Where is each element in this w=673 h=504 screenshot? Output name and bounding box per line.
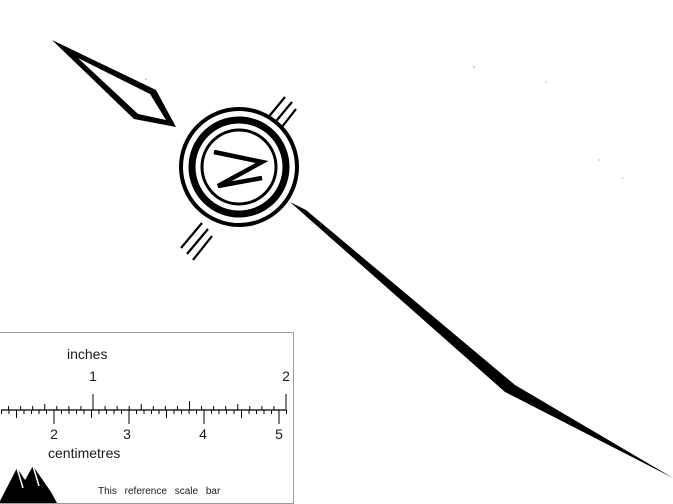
cm-label-3: 3 (123, 426, 131, 442)
north-arrow-tail (290, 202, 673, 478)
scale-unit-inches: inches (67, 346, 108, 362)
cm-label-4: 4 (199, 426, 207, 442)
north-letter-glyph (213, 149, 269, 189)
scale-ruler (1, 394, 287, 424)
inch-label-2: 2 (282, 368, 290, 384)
scale-bar-note: This reference scale bar (98, 486, 221, 497)
cm-label-5: 5 (275, 426, 283, 442)
mountain-logo-icon (0, 465, 57, 503)
ring-hash-marks-bottom (180, 222, 213, 261)
north-arrow-head-highlight (78, 58, 166, 120)
paper-specks (145, 66, 624, 179)
reference-scale-box: inches 1 2 2 3 4 5 centimetres (0, 332, 294, 504)
cm-label-2: 2 (50, 426, 58, 442)
scale-unit-centimetres: centimetres (48, 445, 121, 461)
inch-label-1: 1 (89, 368, 97, 384)
north-letter: N (0, 0, 1, 1)
compass-ring (179, 107, 299, 227)
